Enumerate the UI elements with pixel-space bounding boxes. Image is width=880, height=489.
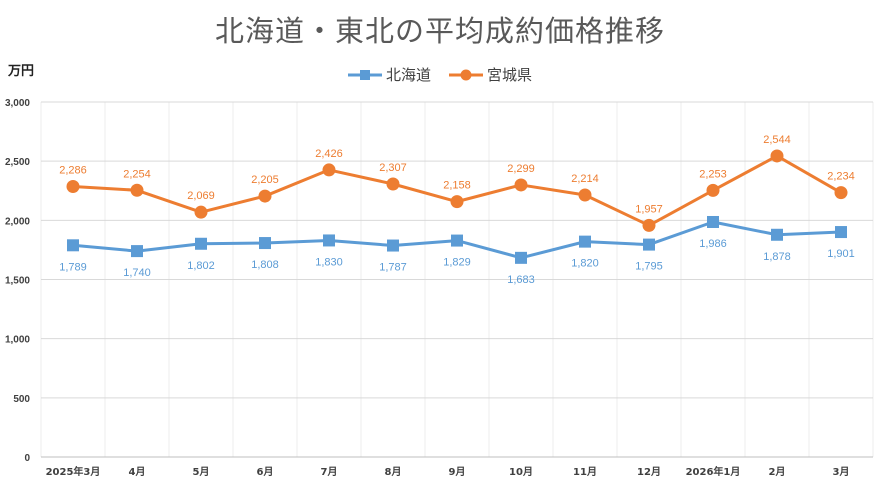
data-label: 1,829 <box>443 257 471 269</box>
data-point-circle <box>194 205 208 219</box>
data-label: 1,957 <box>635 203 663 215</box>
legend-label: 宮城県 <box>487 66 533 84</box>
data-point-square <box>515 251 527 264</box>
data-point-circle <box>322 163 336 177</box>
data-label: 1,740 <box>123 267 151 279</box>
data-label: 1,986 <box>699 238 727 250</box>
x-tick-label: 4月 <box>129 466 146 478</box>
data-label: 2,205 <box>251 174 279 186</box>
data-label: 1,901 <box>827 248 855 260</box>
data-point-circle <box>386 177 400 191</box>
data-point-square <box>387 239 399 252</box>
legend: 北海道 宮城県 <box>0 64 880 85</box>
data-point-square <box>323 234 335 247</box>
x-tick-label: 3月 <box>833 466 850 478</box>
legend-square-marker-icon <box>347 69 382 80</box>
data-point-square <box>451 234 463 247</box>
data-point-square <box>771 228 783 241</box>
data-label: 2,299 <box>507 163 535 175</box>
data-label: 1,789 <box>59 261 87 273</box>
x-tick-label: 10月 <box>509 466 533 478</box>
y-tick-label: 2,500 <box>5 157 30 168</box>
data-label: 1,683 <box>507 274 535 286</box>
data-point-square <box>707 215 719 228</box>
data-point-circle <box>834 186 848 200</box>
y-tick-label: 1,000 <box>5 335 30 346</box>
data-label: 1,830 <box>315 256 343 268</box>
data-point-square <box>259 237 271 250</box>
data-point-circle <box>514 178 528 192</box>
data-label: 2,253 <box>699 168 727 180</box>
data-label: 2,286 <box>59 164 87 176</box>
legend-circle-marker-icon <box>449 69 483 80</box>
data-point-circle <box>130 183 144 197</box>
y-tick-label: 2,000 <box>5 216 30 227</box>
data-label: 2,069 <box>187 190 215 202</box>
legend-label: 北海道 <box>385 66 431 84</box>
y-axis-unit-label: 万円 <box>8 64 35 79</box>
data-label: 1,808 <box>251 259 279 271</box>
data-label: 2,426 <box>315 148 343 160</box>
x-tick-label: 12月 <box>637 466 661 478</box>
data-point-circle <box>642 218 656 232</box>
data-label: 1,795 <box>635 261 663 273</box>
x-tick-label: 2026年1月 <box>686 465 741 478</box>
data-point-circle <box>66 179 80 193</box>
data-point-square <box>195 237 207 250</box>
data-label: 2,158 <box>443 180 471 192</box>
data-label: 2,234 <box>827 171 855 183</box>
data-point-square <box>131 245 143 258</box>
x-tick-label: 6月 <box>257 466 274 478</box>
y-tick-label: 1,500 <box>5 276 30 287</box>
data-point-square <box>835 226 847 239</box>
x-tick-label: 2025年3月 <box>46 465 101 478</box>
data-label: 2,307 <box>379 162 407 174</box>
legend-item-miyagi: 宮城県 <box>449 64 532 85</box>
y-tick-label: 500 <box>13 394 30 405</box>
data-label: 2,254 <box>123 168 151 180</box>
data-point-square <box>67 239 79 252</box>
data-label: 1,787 <box>379 262 407 274</box>
data-point-square <box>643 238 655 251</box>
x-tick-label: 5月 <box>193 466 210 478</box>
data-point-circle <box>258 189 272 203</box>
x-tick-label: 2月 <box>769 466 786 478</box>
x-tick-label: 9月 <box>449 466 466 478</box>
x-tick-label: 11月 <box>573 466 597 478</box>
data-point-square <box>579 235 591 248</box>
data-point-circle <box>770 149 784 163</box>
data-point-circle <box>706 183 720 197</box>
y-tick-label: 0 <box>24 453 30 464</box>
data-label: 2,544 <box>763 134 791 146</box>
data-label: 1,878 <box>763 251 791 263</box>
data-point-circle <box>578 188 592 202</box>
data-label: 1,802 <box>187 260 215 272</box>
data-point-circle <box>450 195 464 209</box>
legend-item-hokkaido: 北海道 <box>347 64 431 85</box>
data-label: 2,214 <box>571 173 599 185</box>
x-tick-label: 7月 <box>321 466 338 478</box>
data-label: 1,820 <box>571 258 599 270</box>
chart-title: 北海道・東北の平均成約価格推移 <box>214 14 665 48</box>
x-tick-label: 8月 <box>385 466 402 478</box>
y-tick-label: 3,000 <box>5 98 30 109</box>
